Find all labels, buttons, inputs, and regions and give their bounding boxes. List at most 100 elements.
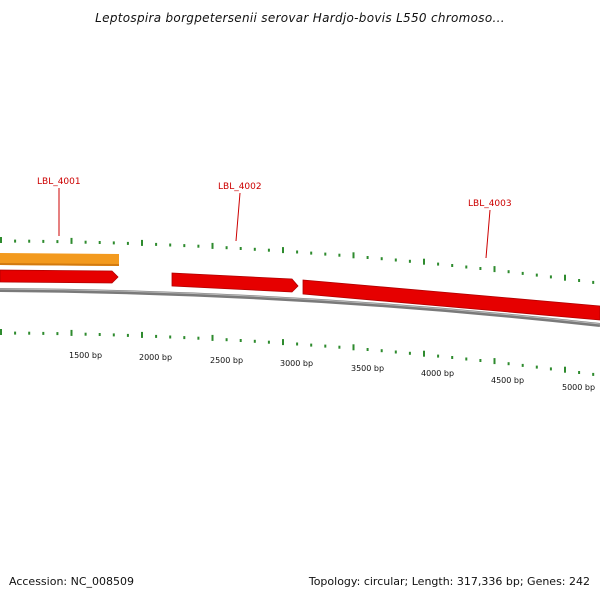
minor-tick [310,251,313,255]
minor-tick [56,332,59,336]
minor-tick [366,348,369,351]
minor-tick [42,239,45,243]
minor-tick [521,363,524,367]
bp-label: 5000 bp [562,383,595,392]
major-tick [211,334,214,341]
gene-label-group-2[interactable]: LBL_4002 [218,182,262,242]
minor-tick [324,344,327,348]
minor-tick [296,250,299,254]
gene-arrow[interactable] [171,272,299,293]
minor-tick [479,359,482,362]
minor-tick [451,264,454,267]
minor-tick [465,265,468,269]
major-tick [141,239,143,246]
minor-tick [437,354,440,358]
minor-tick [380,257,383,261]
minor-tick [84,332,87,336]
minor-tick [239,339,242,342]
minor-tick [28,239,31,243]
minor-tick [267,340,270,344]
genome-summary-text: Topology: circular; Length: 317,336 bp; … [308,575,590,588]
orange-feature-band[interactable] [0,253,119,266]
minor-tick [169,243,172,247]
minor-tick [98,241,101,244]
inner-tick-ring [0,329,595,376]
gene-label: LBL_4001 [37,177,81,187]
minor-tick [155,242,158,246]
minor-tick [126,333,129,337]
minor-tick [42,331,45,335]
minor-tick [535,365,538,369]
minor-tick [394,350,397,354]
minor-tick [183,336,186,340]
minor-tick [507,270,510,274]
minor-tick [380,349,383,353]
bp-label: 1500 bp [69,351,102,360]
minor-tick [578,279,581,282]
bp-label: 2500 bp [210,356,243,365]
minor-tick [112,333,115,337]
minor-tick [28,331,31,335]
major-tick [352,252,355,259]
minor-tick [169,335,172,339]
minor-tick [98,333,101,336]
minor-tick [239,247,242,250]
chromosome-backbone-highlight [0,288,600,325]
minor-tick [549,367,552,371]
chromosome-backbone [0,288,600,327]
major-tick [211,242,214,249]
major-tick [423,258,425,265]
minor-tick [479,267,482,270]
major-tick [0,329,2,335]
major-tick [564,274,566,281]
minor-tick [183,244,186,248]
major-tick [282,339,284,346]
minor-tick [408,351,411,355]
bp-label: 2000 bp [139,353,172,362]
bp-label: 4500 bp [491,376,524,385]
bp-scale: 1500 bp 2000 bp 2500 bp 3000 bp 3500 bp … [69,351,595,392]
minor-tick [197,244,200,248]
minor-tick [451,356,454,359]
major-tick [564,366,566,373]
gene-label-group-1[interactable]: LBL_4001 [37,177,81,236]
minor-tick [408,259,411,263]
gene-label: LBL_4002 [218,182,262,192]
minor-tick [253,247,256,251]
minor-tick [592,280,595,284]
minor-tick [535,273,538,277]
minor-tick [521,271,524,275]
major-tick [352,344,355,351]
minor-tick [56,240,59,244]
gene-arrow[interactable] [0,269,119,284]
major-tick [493,358,496,365]
minor-tick [296,342,299,346]
minor-tick [126,241,129,245]
major-tick [423,350,425,357]
orange-feature-band-shadow [0,263,119,266]
minor-tick [578,371,581,374]
map-title: Leptospira borgpetersenii serovar Hardjo… [95,11,505,25]
major-tick [493,266,496,273]
accession-text: Accession: NC_008509 [9,575,135,588]
gene-arrow[interactable] [302,279,600,321]
gene-label-group-3[interactable]: LBL_4003 [468,199,512,259]
minor-tick [14,331,17,335]
minor-tick [394,258,397,262]
minor-tick [338,345,341,349]
minor-tick [14,239,17,243]
minor-tick [310,343,313,347]
minor-tick [465,357,468,361]
minor-tick [592,372,595,376]
major-tick [141,331,143,338]
bp-label: 3000 bp [280,359,313,368]
minor-tick [549,275,552,279]
bp-label: 3500 bp [351,364,384,373]
minor-tick [225,246,228,250]
minor-tick [112,241,115,245]
outer-tick-ring [0,237,595,284]
minor-tick [225,338,228,342]
minor-tick [253,339,256,343]
minor-tick [437,262,440,266]
